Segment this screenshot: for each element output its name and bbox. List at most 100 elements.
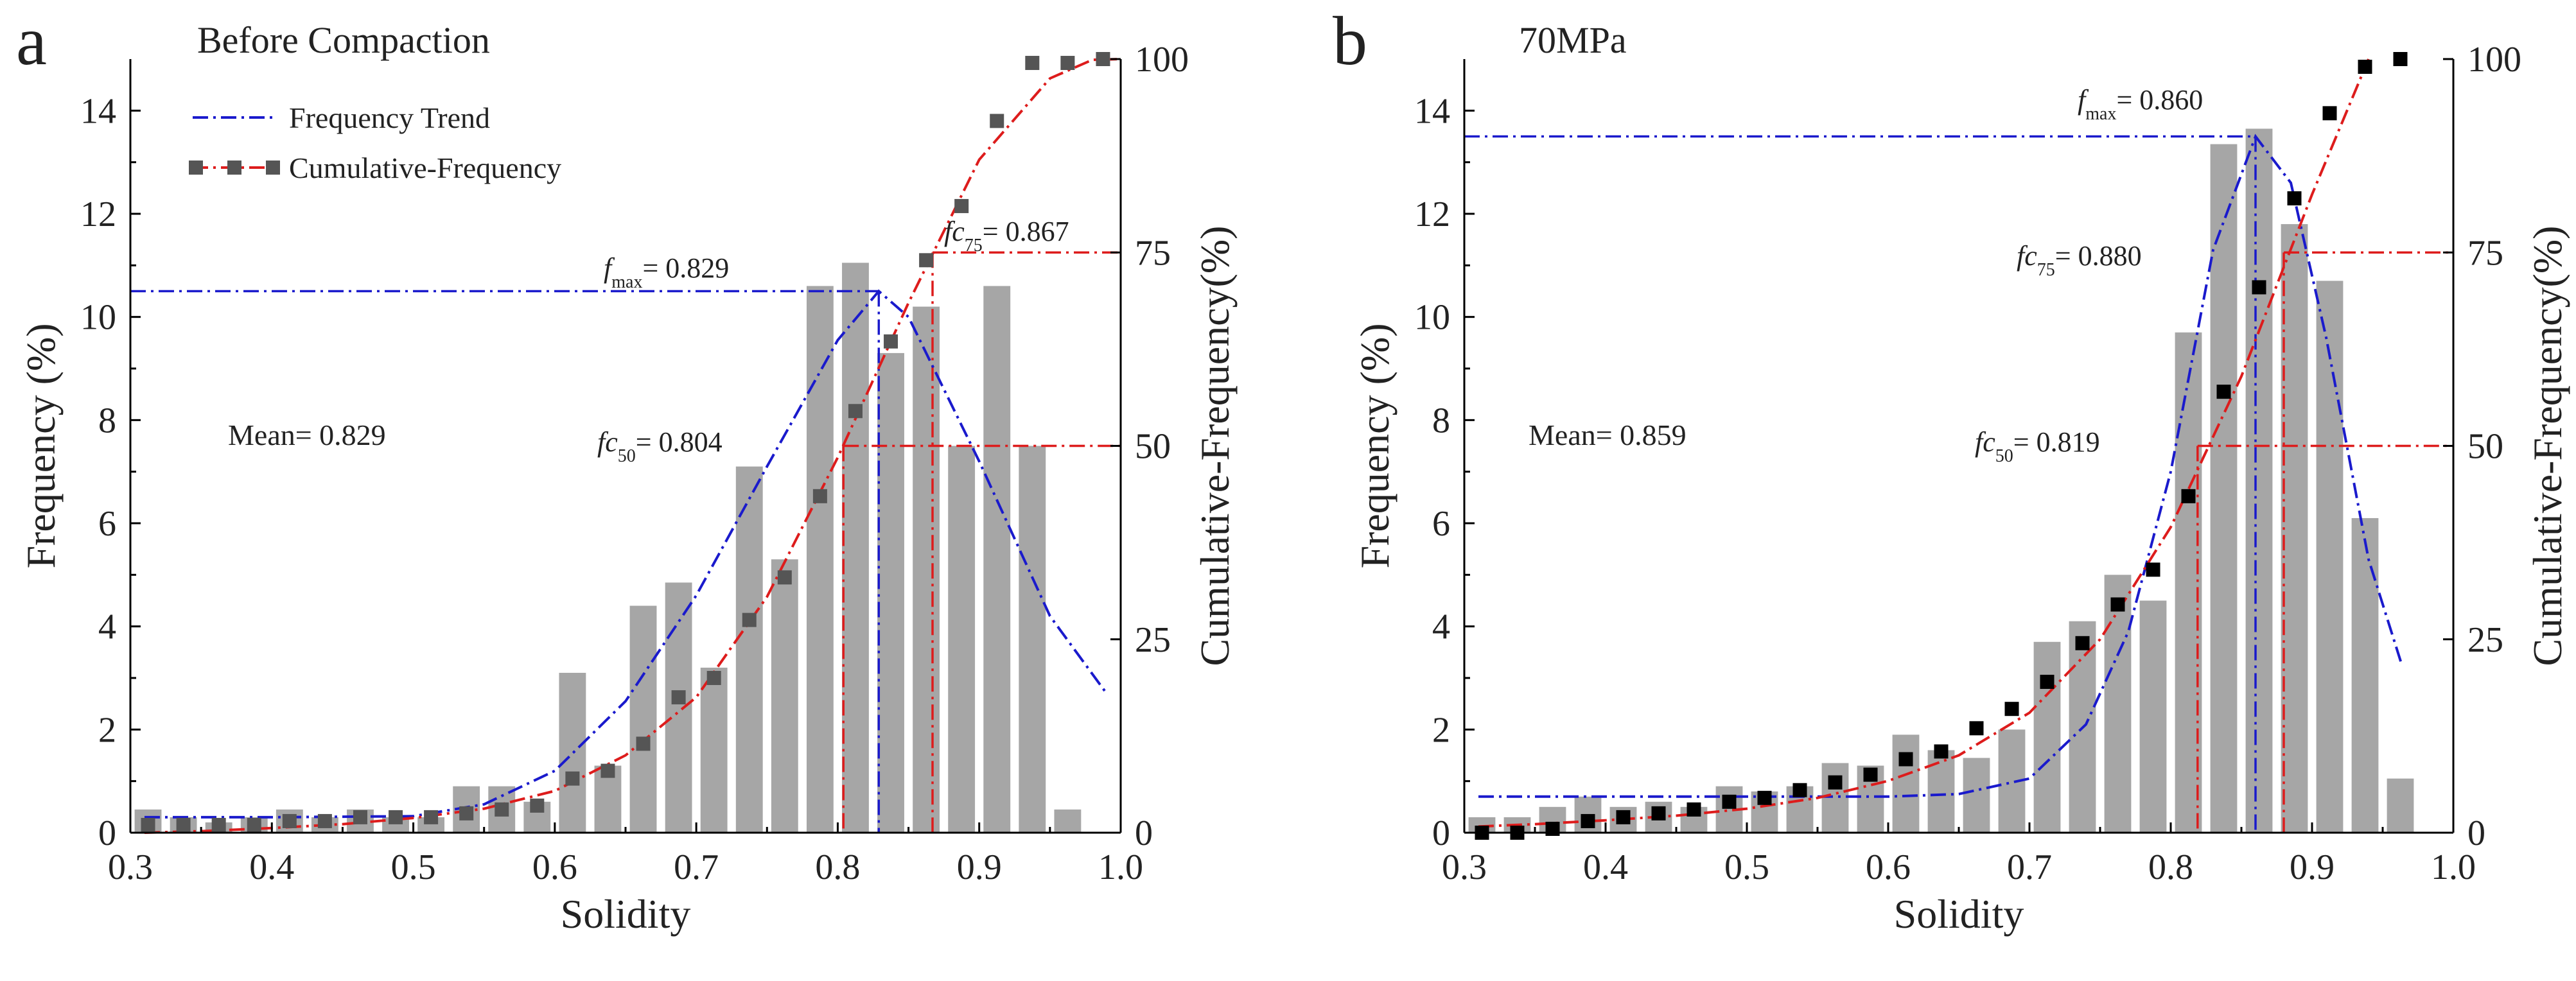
cumulative-frequency-line bbox=[144, 58, 1121, 834]
cumulative-point bbox=[990, 114, 1004, 128]
cumulative-point bbox=[495, 802, 509, 817]
frequency-bar bbox=[983, 286, 1011, 833]
cumulative-point bbox=[2181, 489, 2196, 503]
cumulative-point bbox=[1060, 56, 1075, 71]
y-tick-label: 10 bbox=[80, 298, 116, 338]
y2-tick-label: 100 bbox=[2467, 40, 2521, 80]
x-tick-label: 0.7 bbox=[2007, 847, 2052, 887]
fc50-label-subscript: 50 bbox=[618, 446, 636, 466]
cumulative-point bbox=[1722, 794, 1737, 809]
frequency-bar bbox=[559, 672, 586, 833]
cumulative-frequency-line bbox=[1478, 58, 2370, 828]
y2-tick-label: 50 bbox=[2467, 427, 2503, 467]
frequency-bar bbox=[2033, 641, 2061, 833]
frequency-bar bbox=[2387, 778, 2414, 833]
cumulative-point bbox=[282, 813, 297, 828]
cumulative-point bbox=[2075, 636, 2090, 650]
y-tick-label: 0 bbox=[1432, 813, 1450, 853]
fc75-label-prefix: fc bbox=[944, 216, 965, 247]
frequency-bar bbox=[1019, 446, 1046, 833]
cumulative-point bbox=[1545, 821, 1560, 836]
cumulative-point bbox=[954, 198, 969, 213]
fc50-label: fc50= 0.804 bbox=[597, 426, 723, 466]
panel-letter: b bbox=[1333, 3, 1367, 80]
frequency-bar bbox=[665, 582, 692, 833]
cumulative-point bbox=[2393, 52, 2408, 66]
frequency-bar bbox=[771, 559, 798, 833]
fc50-label-value: = 0.804 bbox=[636, 426, 723, 458]
frequency-bar bbox=[2104, 575, 2132, 833]
cumulative-point bbox=[1581, 813, 1595, 828]
cumulative-point bbox=[317, 813, 332, 828]
y-tick-label: 4 bbox=[1432, 607, 1450, 647]
y2-tick-label: 25 bbox=[2467, 620, 2503, 660]
y-tick-label: 0 bbox=[98, 813, 116, 853]
y-tick-label: 12 bbox=[1414, 195, 1450, 234]
y-tick-label: 6 bbox=[98, 504, 116, 544]
cumulative-point bbox=[1687, 802, 1701, 817]
y-tick-label: 2 bbox=[98, 710, 116, 750]
y2-tick-label: 50 bbox=[1135, 427, 1171, 467]
x-tick-label: 1.0 bbox=[2431, 847, 2476, 887]
fmax-label: fmax= 0.860 bbox=[2078, 84, 2203, 124]
x-tick-label: 0.8 bbox=[2148, 847, 2193, 887]
y2-tick-label: 0 bbox=[1135, 813, 1153, 853]
x-tick-label: 0.5 bbox=[1724, 847, 1769, 887]
frequency-bar bbox=[2210, 144, 2238, 833]
cumulative-point bbox=[1616, 810, 1631, 824]
cumulative-point bbox=[671, 690, 686, 705]
y2-tick-label: 75 bbox=[1135, 233, 1171, 273]
legend-cumulative-marker bbox=[189, 161, 203, 175]
frequency-bar bbox=[1927, 750, 1955, 833]
frequency-bar bbox=[1054, 809, 1082, 833]
fc75-label-subscript: 75 bbox=[2037, 260, 2055, 280]
frequency-bar bbox=[735, 466, 763, 833]
cumulative-point bbox=[884, 334, 898, 349]
x-tick-label: 0.6 bbox=[1866, 847, 1911, 887]
mean-label: Mean= 0.829 bbox=[228, 419, 386, 451]
cumulative-point bbox=[1096, 52, 1110, 66]
panel-b: 0.3 0.4 0.5 0.6 0.7 0.8 0.9 1.00246810121402550… bbox=[1333, 3, 2570, 937]
x-tick-label: 0.4 bbox=[1583, 847, 1628, 887]
y-tick-label: 6 bbox=[1432, 504, 1450, 544]
panel-title: 70MPa bbox=[1519, 19, 1627, 61]
y-tick-label: 8 bbox=[98, 401, 116, 440]
legend-cumulative-marker bbox=[227, 161, 241, 175]
cumulative-point bbox=[389, 810, 403, 824]
cumulative-point bbox=[1934, 744, 1949, 759]
frequency-trend-line bbox=[145, 289, 1108, 819]
fc75-label-subscript: 75 bbox=[965, 236, 983, 256]
y-tick-label: 12 bbox=[80, 195, 116, 234]
x-tick-label: 0.4 bbox=[249, 847, 294, 887]
cumulative-point bbox=[1025, 56, 1040, 71]
cumulative-point bbox=[706, 671, 721, 685]
cumulative-point bbox=[2252, 280, 2266, 295]
frequency-bar bbox=[629, 605, 657, 833]
cumulative-point bbox=[2146, 562, 2160, 577]
panel-title: Before Compaction bbox=[197, 19, 490, 61]
cumulative-point bbox=[1828, 775, 1843, 790]
frequency-bar bbox=[842, 263, 869, 833]
fc75-label-prefix: fc bbox=[2017, 240, 2037, 272]
x-tick-label: 0.9 bbox=[2290, 847, 2335, 887]
cumulative-point bbox=[353, 810, 367, 824]
frequency-bar bbox=[2281, 224, 2308, 833]
fmax-label-value: = 0.860 bbox=[2116, 84, 2203, 116]
cumulative-point bbox=[2110, 597, 2125, 612]
cumulative-point bbox=[2358, 60, 2372, 74]
x-tick-label: 1.0 bbox=[1098, 847, 1143, 887]
cumulative-point bbox=[247, 817, 261, 832]
x-tick-label: 0.3 bbox=[108, 847, 153, 887]
y2-tick-label: 0 bbox=[2467, 813, 2485, 853]
frequency-bar bbox=[877, 352, 904, 833]
cumulative-point bbox=[424, 810, 439, 824]
fc75-label: fc75= 0.880 bbox=[2017, 240, 2142, 280]
cumulative-point bbox=[636, 736, 651, 751]
fc75-label: fc75= 0.867 bbox=[944, 216, 1069, 256]
cumulative-point bbox=[848, 404, 863, 419]
frequency-bar bbox=[2245, 128, 2273, 833]
x-axis-label: Solidity bbox=[1894, 891, 2024, 937]
y-axis-label: Frequency (%) bbox=[18, 323, 64, 568]
cumulative-point bbox=[459, 806, 474, 820]
